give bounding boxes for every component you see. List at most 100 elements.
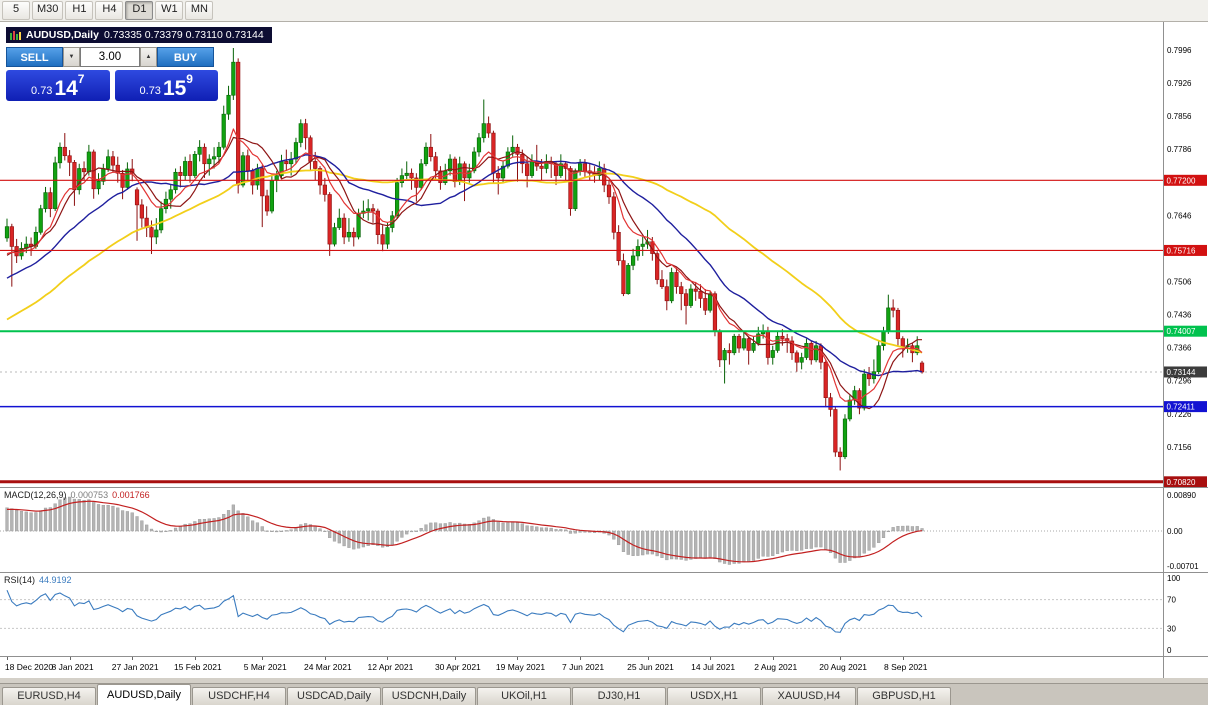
date-label: 15 Feb 2021 xyxy=(173,662,222,672)
chart-tab-audusd-daily[interactable]: AUDUSD,Daily xyxy=(97,684,191,705)
level-price-badge xyxy=(1164,174,1207,186)
price-axis-label: 0.7646 xyxy=(1167,211,1192,220)
rsi-axis-label: 0 xyxy=(1167,646,1172,655)
price-axis-label: 0.7226 xyxy=(1167,410,1192,419)
date-label: 12 Apr 2021 xyxy=(367,662,414,672)
sell-button[interactable]: SELL xyxy=(6,47,63,67)
macd-axis-label: -0.00701 xyxy=(1167,562,1199,571)
tf-button-mn[interactable]: MN xyxy=(185,1,214,20)
macd-histogram xyxy=(5,496,924,565)
buy-price-big: 15 xyxy=(162,77,187,100)
chart-tab-bar: EURUSD,H4 AUDUSD,Daily USDCHF,H4 USDCAD,… xyxy=(0,683,1208,705)
date-label: 2 Aug 2021 xyxy=(754,662,798,672)
tf-button-h4[interactable]: H4 xyxy=(95,1,124,20)
chart-tab-eurusd-h4[interactable]: EURUSD,H4 xyxy=(2,687,96,705)
time-axis-tick xyxy=(580,657,582,660)
price-chart-pane[interactable]: 0.79960.79260.78560.77860.77160.76460.75… xyxy=(0,22,1208,487)
date-label: 8 Sep 2021 xyxy=(884,662,928,672)
chart-tab-ukoil-h1[interactable]: UKOil,H1 xyxy=(477,687,571,705)
chart-tab-gbpusd-h1[interactable]: GBPUSD,H1 xyxy=(857,687,951,705)
time-axis-tick xyxy=(647,657,649,660)
chart-symbol: AUDUSD,Daily xyxy=(26,29,99,41)
price-axis-label: 0.7926 xyxy=(1167,79,1192,88)
svg-text:0.77200: 0.77200 xyxy=(1167,176,1196,185)
volume-up-button[interactable]: ▲ xyxy=(140,47,157,67)
axis-corner-divider xyxy=(1163,657,1164,678)
current-price-badge xyxy=(1164,366,1207,378)
buy-button[interactable]: BUY xyxy=(157,47,214,67)
date-label: 19 May 2021 xyxy=(495,662,546,672)
volume-dropdown-button[interactable]: ▼ xyxy=(63,47,80,67)
time-axis-tick xyxy=(194,657,196,660)
date-label: 7 Jun 2021 xyxy=(562,662,605,672)
price-axis[interactable]: 0.79960.79260.78560.77860.77160.76460.75… xyxy=(1163,22,1208,487)
time-axis-tick xyxy=(840,657,842,660)
macd-indicator-pane[interactable]: 0.00890 0.00 -0.00701 MACD(12,26,9) 0.00075… xyxy=(0,487,1208,572)
price-axis-label: 0.7856 xyxy=(1167,112,1192,121)
chart-icon xyxy=(10,30,21,40)
time-axis-tick xyxy=(772,657,774,660)
volume-input[interactable] xyxy=(80,47,140,67)
rsi-line xyxy=(6,589,923,633)
level-price-badge xyxy=(1164,244,1207,256)
time-axis-tick xyxy=(387,657,389,660)
timeframe-toolbar: 5 M30 H1 H4 D1 W1 MN xyxy=(0,0,1208,22)
rsi-indicator-pane[interactable]: 100 70 30 0 RSI(14) 44.9192 xyxy=(0,572,1208,656)
rsi-axis-label: 70 xyxy=(1167,596,1176,605)
macd-value-signal: 0.001766 xyxy=(112,490,150,500)
level-price-badge xyxy=(1164,476,1207,487)
time-axis-tick xyxy=(902,657,904,660)
chevron-up-icon: ▲ xyxy=(145,54,152,60)
level-price-badge xyxy=(1164,401,1207,413)
sell-price-display[interactable]: 0.73 14 7 xyxy=(6,70,110,101)
chart-tab-xauusd-h4[interactable]: XAUUSD,H4 xyxy=(762,687,856,705)
macd-value-main: 0.000753 xyxy=(70,490,109,500)
price-axis-label: 0.7366 xyxy=(1167,344,1192,353)
status-strip xyxy=(0,678,1208,683)
chart-tab-usdcad-daily[interactable]: USDCAD,Daily xyxy=(287,687,381,705)
tf-button-m5[interactable]: 5 xyxy=(2,1,30,20)
rsi-value: 44.9192 xyxy=(39,575,72,585)
chart-tab-usdcnh-daily[interactable]: USDCNH,Daily xyxy=(382,687,476,705)
date-label: 18 Dec 2020 xyxy=(4,662,54,672)
date-label: 20 Aug 2021 xyxy=(819,662,868,672)
candlestick-chart[interactable]: 0.79960.79260.78560.77860.77160.76460.75… xyxy=(0,22,1208,487)
sell-price-prefix: 0.73 xyxy=(31,85,53,97)
macd-axis-label: 0.00890 xyxy=(1167,491,1196,500)
date-label: 30 Apr 2021 xyxy=(434,662,481,672)
chart-tab-dj30-h1[interactable]: DJ30,H1 xyxy=(572,687,666,705)
tf-button-h1[interactable]: H1 xyxy=(65,1,94,20)
date-label: 8 Jan 2021 xyxy=(51,662,94,672)
time-axis-tick xyxy=(69,657,71,660)
rsi-axis-label: 30 xyxy=(1167,624,1176,633)
macd-signal-line xyxy=(6,500,923,563)
time-axis[interactable]: 18 Dec 2020 8 Jan 2021 27 Jan 2021 15 Feb 2… xyxy=(0,656,1208,678)
tf-button-d1[interactable]: D1 xyxy=(125,1,154,20)
rsi-name: RSI(14) xyxy=(4,575,36,585)
time-axis-tick xyxy=(7,657,8,660)
chart-tab-usdchf-h4[interactable]: USDCHF,H4 xyxy=(192,687,286,705)
macd-name: MACD(12,26,9) xyxy=(4,490,67,500)
date-label: 14 Jul 2021 xyxy=(691,662,736,672)
moving-averages xyxy=(6,128,923,410)
svg-text:0.75716: 0.75716 xyxy=(1167,246,1196,255)
time-axis-tick xyxy=(710,657,712,660)
time-axis-tick xyxy=(324,657,326,660)
tf-button-w1[interactable]: W1 xyxy=(155,1,184,20)
chart-tab-usdx-h1[interactable]: USDX,H1 xyxy=(667,687,761,705)
macd-label: MACD(12,26,9) 0.000753 0.001766 xyxy=(4,490,150,500)
macd-axis-label: 0.00 xyxy=(1167,527,1183,536)
time-axis-tick xyxy=(517,657,519,660)
buy-price-pipette: 9 xyxy=(186,72,193,86)
buy-price-display[interactable]: 0.73 15 9 xyxy=(114,70,218,101)
horizontal-level-lines[interactable] xyxy=(0,179,1164,484)
time-axis-tick xyxy=(262,657,264,660)
tf-button-m30[interactable]: M30 xyxy=(32,1,64,20)
sell-price-big: 14 xyxy=(54,77,78,100)
time-axis-tick xyxy=(132,657,134,660)
rsi-label: RSI(14) 44.9192 xyxy=(4,575,72,585)
date-label: 25 Jun 2021 xyxy=(627,662,674,672)
chart-title-bar: AUDUSD,Daily 0.73335 0.73379 0.73110 0.7… xyxy=(6,27,272,43)
svg-text:0.73144: 0.73144 xyxy=(1167,368,1196,377)
